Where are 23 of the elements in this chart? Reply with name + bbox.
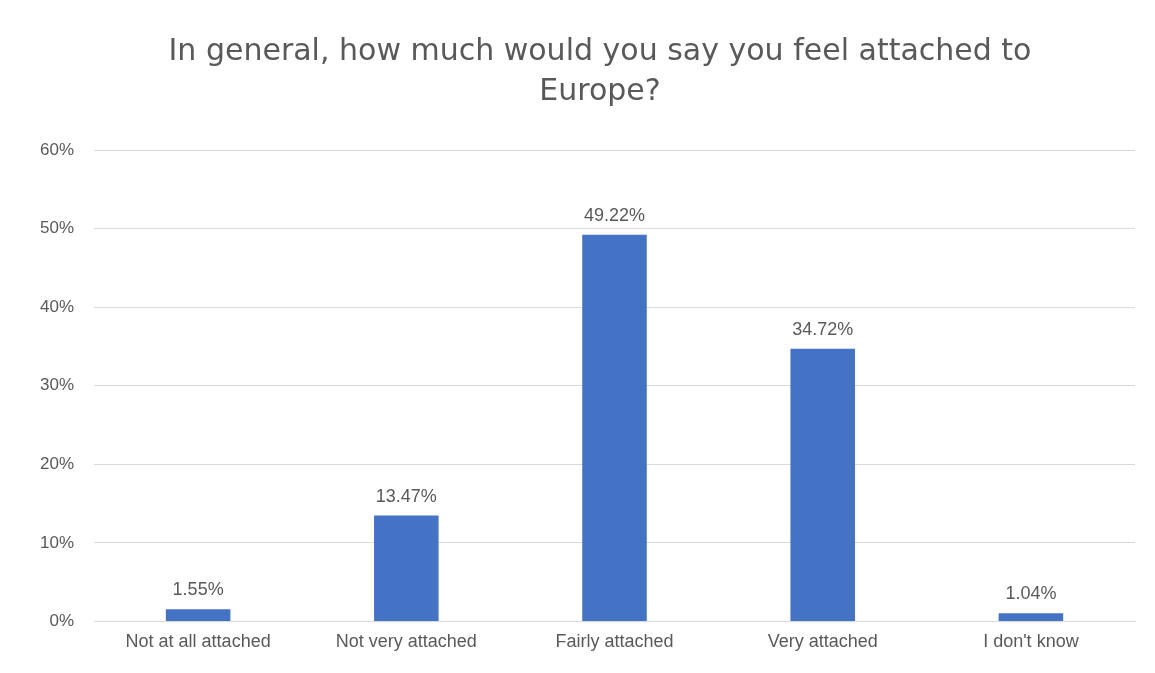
bar [165,609,231,621]
y-tick-label: 40% [39,296,75,316]
bar [998,613,1064,621]
data-label: 1.55% [172,579,224,600]
data-label: 49.22% [583,204,646,225]
x-tick-label: Very attached [767,631,878,652]
data-label: 13.47% [375,485,437,506]
y-tick-label: 0% [49,611,75,631]
x-tick-label: Fairly attached [555,631,674,652]
y-tick-label: 50% [39,218,75,238]
x-tick-label: Not very attached [335,631,477,652]
chart-title: In general, how much would you say you feel attached to Europe? [167,31,1033,109]
bar [790,348,855,621]
x-tick-label: Not at all attached [125,631,271,652]
data-label: 34.72% [792,318,854,339]
bar [374,515,439,621]
y-tick-label: 60% [39,139,75,159]
y-tick-label: 30% [39,375,75,395]
x-tick-label: I don't know [983,631,1080,652]
y-tick-label: 20% [39,454,75,474]
bar [582,234,647,621]
y-tick-label: 10% [39,532,75,552]
data-label: 1.04% [1005,583,1057,604]
